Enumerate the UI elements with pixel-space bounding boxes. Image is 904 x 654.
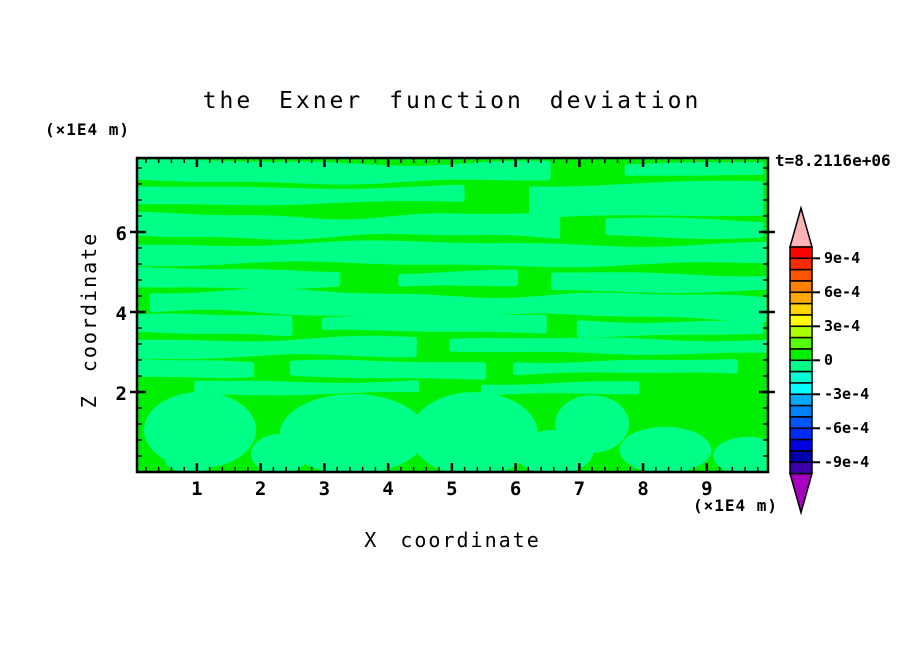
- x-tick-label: 2: [254, 478, 267, 500]
- negative-band: [398, 269, 519, 287]
- colorbar-cell: [789, 359, 813, 373]
- negative-band: [137, 159, 551, 185]
- colorbar-label: 9e-4: [824, 249, 861, 268]
- negative-blob: [279, 394, 427, 472]
- negative-blob: [165, 447, 217, 472]
- x-tick-label: 6: [509, 478, 522, 500]
- colorbar-canvas: [789, 205, 820, 516]
- colorbar-label: -6e-4: [824, 419, 870, 438]
- negative-band: [137, 211, 561, 240]
- colorbar-cell: [789, 461, 813, 475]
- colorbar-label: 6e-4: [824, 283, 861, 302]
- negative-band: [137, 313, 293, 336]
- colorbar-cell: [789, 302, 813, 316]
- negative-band: [194, 380, 420, 396]
- colorbar-label: 0: [824, 351, 834, 370]
- x-tick-label: 1: [191, 478, 203, 500]
- colorbar-label: -9e-4: [824, 453, 870, 472]
- negative-band: [137, 184, 465, 206]
- x-axis-unit-label: (×1E4 m): [692, 496, 778, 515]
- colorbar-cell: [789, 246, 813, 260]
- negative-band: [513, 359, 738, 376]
- colorbar-cell: [789, 393, 813, 407]
- contour-plot-area: 1 2 3 4 5 6 7 8 9 2 4 6: [116, 156, 775, 500]
- negative-band: [321, 313, 547, 334]
- negative-band: [137, 335, 417, 360]
- colorbar-cell: [789, 314, 813, 328]
- negative-band: [290, 359, 487, 380]
- x-axis-title: X coordinate: [364, 528, 541, 552]
- negative-band: [576, 320, 764, 338]
- negative-band: [551, 272, 767, 294]
- negative-blob: [144, 392, 257, 468]
- colorbar-cell: [789, 404, 813, 418]
- colorbar-under-arrow: [789, 472, 813, 516]
- colorbar-label: -3e-4: [824, 385, 870, 404]
- negative-band: [449, 337, 768, 355]
- negative-blob: [619, 426, 712, 472]
- colorbar-cell: [789, 268, 813, 282]
- negative-blob: [555, 395, 630, 453]
- colorbar-cell: [789, 438, 813, 452]
- negative-band: [529, 180, 764, 219]
- negative-band: [137, 240, 768, 268]
- z-tick-label: 2: [115, 383, 127, 405]
- colorbar-cell: [789, 257, 813, 271]
- colorbar-cell: [789, 382, 813, 396]
- z-axis-title: Z coordinate: [77, 231, 101, 409]
- z-tick-label: 6: [115, 223, 127, 245]
- colorbar-cell: [789, 325, 813, 339]
- colorbar-cell: [789, 416, 813, 430]
- colorbar-over-arrow: [789, 205, 813, 248]
- colorbar-cell: [789, 291, 813, 305]
- colorbar-cell: [789, 450, 813, 464]
- x-tick-label: 5: [446, 478, 458, 500]
- x-tick-label: 8: [637, 478, 649, 500]
- colorbar-cell: [789, 348, 813, 362]
- colorbar-cell: [789, 370, 813, 384]
- negative-blob: [410, 392, 538, 472]
- x-tick-label: 7: [573, 478, 586, 500]
- negative-band: [137, 358, 255, 379]
- contour-field-canvas: [130, 156, 775, 474]
- colorbar-cell: [789, 280, 813, 294]
- negative-band: [137, 266, 341, 290]
- x-tick-label: 4: [382, 478, 394, 500]
- x-tick-label: 3: [318, 478, 331, 500]
- negative-band: [605, 217, 764, 239]
- z-tick-label: 4: [115, 303, 127, 325]
- negative-band: [149, 288, 767, 323]
- page-title: the Exner function deviation: [202, 88, 702, 114]
- negative-band: [481, 381, 640, 396]
- negative-band: [624, 161, 764, 176]
- colorbar-cell: [789, 427, 813, 441]
- y-axis-unit-label: (×1E4 m): [45, 120, 131, 139]
- colorbar-cell: [789, 336, 813, 350]
- time-annotation: t=8.2116e+06: [775, 151, 891, 170]
- negative-blob: [713, 436, 768, 472]
- colorbar: 9e-4 6e-4 3e-4 0 -3e-4 -6e-4 -9e-4: [786, 204, 904, 526]
- contour-field: [137, 158, 768, 472]
- colorbar-label: 3e-4: [824, 317, 861, 336]
- x-tick-label: 9: [701, 478, 713, 500]
